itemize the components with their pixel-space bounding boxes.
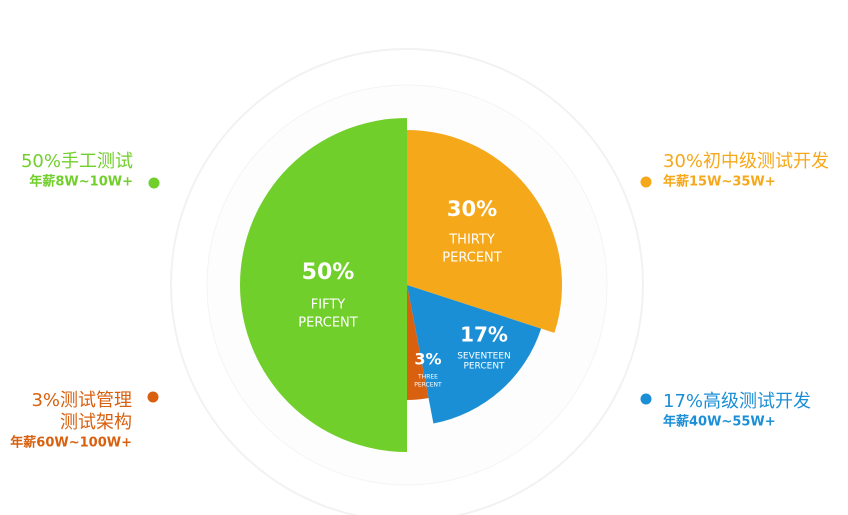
ring (170, 48, 644, 515)
legend-title: 50%手工测试 (21, 151, 133, 172)
slice-word-label: PERCENT (463, 362, 505, 372)
legend-dot (147, 391, 159, 403)
slice-word-label: THREE (417, 374, 438, 381)
slice-word-label: PERCENT (414, 382, 442, 389)
legend-dot (148, 177, 160, 189)
legend-title: 17%高级测试开发 (663, 391, 811, 412)
legend-title: 测试架构 (60, 412, 132, 433)
legend-salary: 年薪60W~100W+ (10, 435, 132, 451)
slice-word-label: PERCENT (442, 251, 501, 266)
slice-word-label: PERCENT (298, 316, 357, 331)
pie-slice (240, 118, 407, 452)
legend-salary: 年薪40W~55W+ (663, 414, 776, 430)
slice-value-label: 30% (447, 197, 497, 221)
legend-title: 30%初中级测试开发 (663, 151, 829, 172)
slice-word-label: SEVENTEEN (457, 352, 511, 362)
slice-value-label: 50% (302, 260, 355, 285)
legend-salary: 年薪8W~10W+ (29, 174, 133, 190)
pie-slice (407, 285, 542, 424)
slice-value-label: 17% (460, 323, 508, 347)
legend-dot (640, 176, 652, 188)
legend-salary: 年薪15W~35W+ (663, 174, 776, 190)
slice-value-label: 3% (414, 350, 441, 369)
pie-slice (407, 130, 562, 333)
legend-title: 3%测试管理 (31, 390, 132, 411)
pie-slice (407, 285, 429, 400)
slice-word-label: FIFTY (311, 298, 346, 313)
slice-word-label: THIRTY (448, 233, 495, 248)
legend-dot (640, 393, 652, 405)
